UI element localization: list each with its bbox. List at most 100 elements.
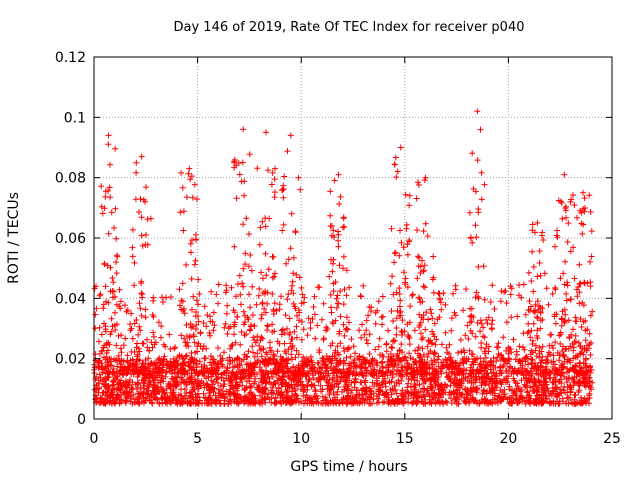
data-point — [96, 399, 103, 406]
data-point — [586, 390, 593, 397]
data-point — [469, 394, 476, 401]
data-point — [572, 392, 579, 399]
data-point — [503, 319, 510, 326]
data-point — [363, 384, 370, 391]
data-point — [281, 330, 288, 337]
data-point — [502, 368, 509, 374]
data-point — [494, 395, 501, 402]
data-point — [335, 237, 342, 244]
data-point — [460, 307, 467, 314]
data-point — [422, 400, 429, 407]
data-point — [372, 346, 379, 353]
data-point — [129, 385, 136, 392]
data-point — [552, 243, 558, 250]
data-point — [157, 334, 164, 341]
data-point — [394, 168, 401, 175]
data-point — [472, 333, 479, 340]
data-point — [493, 384, 500, 391]
data-point — [178, 169, 185, 176]
data-point — [344, 385, 351, 392]
data-point — [393, 390, 400, 397]
data-point — [223, 282, 230, 289]
data-point — [275, 384, 282, 391]
data-point — [397, 308, 404, 315]
data-point — [474, 385, 481, 391]
data-point — [101, 205, 108, 212]
data-point — [474, 108, 481, 115]
data-point — [123, 397, 130, 404]
data-point — [124, 384, 131, 391]
data-point — [483, 316, 490, 323]
data-point — [248, 267, 255, 274]
data-point — [231, 243, 238, 250]
data-point — [337, 313, 344, 320]
data-point — [252, 375, 259, 382]
data-point — [279, 187, 285, 194]
data-point — [113, 396, 120, 403]
data-point — [502, 394, 509, 401]
data-point — [97, 291, 104, 298]
data-point — [478, 196, 485, 203]
data-point — [519, 362, 526, 369]
data-point — [529, 248, 536, 255]
data-point — [475, 209, 482, 216]
data-point — [287, 245, 294, 252]
data-point — [571, 275, 578, 282]
data-point — [442, 329, 449, 336]
data-point — [448, 327, 455, 334]
data-point — [183, 322, 190, 328]
data-point — [402, 191, 409, 198]
data-point — [132, 399, 139, 406]
data-point — [392, 249, 399, 256]
data-point — [448, 400, 455, 406]
data-point — [547, 399, 554, 406]
data-point — [386, 379, 393, 386]
data-point — [375, 343, 382, 350]
data-point — [174, 379, 181, 386]
x-axis-label: GPS time / hours — [290, 459, 407, 475]
data-point — [414, 227, 420, 234]
data-point — [188, 324, 195, 331]
data-point — [488, 384, 495, 391]
data-point — [482, 354, 489, 361]
data-point — [381, 375, 388, 382]
data-point — [269, 291, 276, 297]
data-point — [562, 258, 569, 265]
data-point — [587, 351, 594, 358]
data-point — [429, 361, 436, 368]
data-point — [340, 301, 347, 308]
data-point — [352, 350, 359, 357]
data-point — [406, 363, 413, 370]
data-point — [343, 292, 350, 299]
data-point — [537, 379, 544, 386]
data-point — [458, 370, 465, 377]
data-point — [190, 293, 197, 300]
data-point — [437, 385, 444, 392]
data-point — [509, 392, 516, 399]
data-point — [391, 161, 398, 168]
data-point — [190, 331, 197, 338]
data-point — [451, 380, 458, 387]
data-point — [309, 316, 316, 322]
data-point — [317, 376, 324, 383]
data-point — [502, 358, 509, 364]
data-point — [304, 332, 311, 339]
data-point — [389, 345, 396, 351]
data-point — [368, 391, 375, 398]
data-point — [491, 390, 498, 397]
data-point — [240, 221, 247, 228]
data-point — [399, 387, 406, 394]
data-point — [559, 348, 566, 354]
data-point — [280, 398, 287, 405]
data-point — [322, 400, 329, 407]
data-point — [373, 393, 380, 399]
data-point — [565, 394, 572, 401]
data-point — [407, 303, 414, 310]
data-point — [568, 384, 574, 391]
data-point — [224, 302, 231, 309]
data-point — [138, 290, 145, 297]
data-point — [327, 188, 334, 195]
data-point — [512, 390, 519, 397]
data-point — [177, 209, 184, 216]
data-point — [539, 343, 546, 350]
